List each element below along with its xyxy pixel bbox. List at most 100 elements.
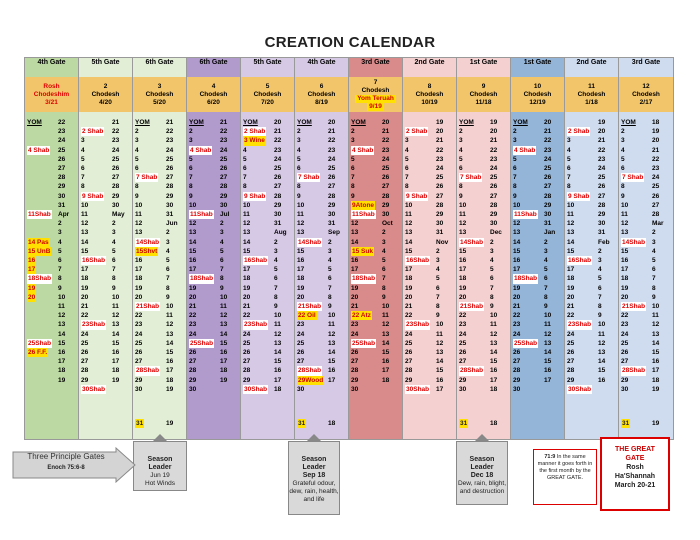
day-cell: 2 bbox=[135, 128, 139, 136]
day-cell: 18 bbox=[297, 275, 305, 283]
gregorian-cell: 8 bbox=[598, 303, 602, 310]
gregorian-cell: 15 bbox=[220, 339, 228, 347]
day-cell: 17 bbox=[513, 266, 521, 274]
gregorian-cell: 31 bbox=[166, 211, 174, 218]
month-header: 8 Chodesh 10/19 bbox=[403, 77, 456, 112]
month-header: Rosh Chodeshim 3/21 bbox=[25, 77, 78, 112]
gregorian-cell: 12 bbox=[328, 330, 336, 338]
gregorian-cell: 6 bbox=[166, 266, 170, 274]
day-cell: 17 bbox=[567, 266, 575, 274]
day-cell: 3 bbox=[621, 137, 625, 145]
gregorian-cell: 9 bbox=[490, 303, 494, 310]
day-cell: 4 bbox=[135, 146, 139, 154]
gregorian-cell: 27 bbox=[544, 183, 552, 191]
day-cell: 26 bbox=[81, 349, 89, 356]
gregorian-cell: 11 bbox=[112, 303, 119, 310]
gregorian-cell: 29 bbox=[436, 211, 444, 218]
gregorian-cell: 4 bbox=[112, 238, 116, 246]
gregorian-cell: 16 bbox=[328, 367, 336, 375]
month-header-line3: 8/19 bbox=[315, 98, 328, 106]
gregorian-cell: 7 bbox=[58, 266, 62, 274]
day-cell: 20 bbox=[405, 293, 413, 301]
day-cell: 29 bbox=[567, 376, 575, 384]
month-header-line1: 3 bbox=[157, 82, 162, 90]
day-cell: 25Shab bbox=[351, 338, 377, 348]
day-cell: 27 bbox=[405, 358, 413, 366]
gregorian-cell: 6 bbox=[382, 266, 386, 274]
gregorian-cell: 5 bbox=[490, 266, 494, 274]
gregorian-cell: 9 bbox=[652, 293, 656, 301]
gregorian-cell: 25 bbox=[490, 174, 498, 182]
gregorian-cell: 18 bbox=[652, 119, 660, 126]
gregorian-cell: 21 bbox=[220, 119, 228, 126]
gregorian-cell: 5 bbox=[274, 266, 278, 274]
gregorian-cell: 13 bbox=[598, 349, 606, 356]
month-header-line2: Chodesh bbox=[361, 86, 390, 94]
gregorian-cell: 12 bbox=[490, 330, 498, 338]
day-cell: 5 bbox=[351, 155, 355, 163]
gregorian-cell: 28 bbox=[274, 192, 282, 200]
day-cell: 23 bbox=[351, 321, 359, 329]
gregorian-cell: 15 bbox=[328, 358, 336, 366]
day-cell: 11 bbox=[405, 211, 412, 218]
gregorian-cell: 2 bbox=[490, 238, 494, 246]
day-cell: 3 bbox=[81, 137, 85, 145]
day-cell: 30Shab bbox=[81, 384, 107, 394]
arrow-title: Three Principle Gates bbox=[27, 452, 105, 461]
day-cell: 11 bbox=[243, 211, 250, 218]
day-cell: 14 bbox=[351, 238, 359, 246]
day-cell: 28 bbox=[567, 367, 575, 375]
day-cell: 9 Shab bbox=[567, 191, 591, 201]
day-cell: 12 bbox=[351, 220, 359, 228]
gregorian-cell: 31 bbox=[274, 220, 282, 228]
gregorian-cell: 8 bbox=[436, 303, 440, 310]
month-header-line2: Chodesh bbox=[577, 90, 606, 98]
gregorian-cell: 28 bbox=[382, 192, 390, 200]
day-cell: 16 bbox=[459, 257, 467, 264]
month-header-line2: Chodesh bbox=[253, 90, 282, 98]
day-cell: 9 bbox=[513, 192, 517, 200]
gregorian-cell: 19 bbox=[652, 420, 660, 427]
arrow-reference: Enoch 75:6-8 bbox=[47, 465, 85, 471]
gregorian-cell: 4 bbox=[544, 257, 548, 264]
day-cell: 27 bbox=[243, 358, 251, 366]
gregorian-cell: 23 bbox=[382, 146, 390, 154]
month-header: 6 Chodesh 8/19 bbox=[295, 77, 348, 112]
callout-pointer bbox=[306, 434, 322, 442]
gregorian-cell: 27 bbox=[166, 174, 174, 182]
gregorian-cell: 15 bbox=[166, 349, 174, 356]
gregorian-cell: 14 bbox=[220, 330, 228, 338]
day-cell: 17 bbox=[459, 266, 467, 274]
gregorian-cell: 26 bbox=[652, 192, 660, 200]
gregorian-cell: 10 bbox=[382, 303, 390, 310]
day-cell: 10 bbox=[513, 201, 521, 209]
day-cell: 4 Shab bbox=[351, 145, 375, 155]
gregorian-cell: 31 bbox=[598, 229, 606, 237]
day-31-cell: 31 bbox=[459, 419, 469, 429]
gregorian-cell: 19 bbox=[166, 385, 174, 393]
gregorian-cell: 3 bbox=[112, 229, 116, 237]
day-cell: 23 bbox=[297, 321, 305, 329]
day-cell: 10 bbox=[297, 201, 305, 209]
gregorian-cell: 6 bbox=[544, 275, 548, 283]
gregorian-cell: 9 bbox=[166, 293, 170, 301]
gregorian-cell: 14 bbox=[382, 339, 390, 347]
day-cell: 27 bbox=[297, 358, 305, 366]
gregorian-cell: 13 bbox=[544, 339, 552, 347]
gregorian-cell: 29 bbox=[598, 211, 606, 218]
day-cell: 4 bbox=[297, 146, 301, 154]
gregorian-cell: 24 bbox=[220, 146, 228, 154]
gregorian-cell: 2 bbox=[328, 238, 332, 246]
day-cell: 25 bbox=[297, 339, 305, 347]
day-cell: 24 bbox=[81, 330, 89, 338]
day-cell: 8 bbox=[513, 183, 517, 191]
day-cell: 5 bbox=[297, 155, 301, 163]
gregorian-cell: 14 bbox=[544, 349, 552, 356]
gregorian-cell: 5 bbox=[544, 266, 548, 274]
day-cell: 13 bbox=[459, 229, 467, 237]
gregorian-cell: 19 bbox=[166, 420, 174, 427]
month-header-line1: 7 bbox=[373, 78, 378, 86]
gate-label: 1st Gate bbox=[523, 59, 552, 66]
day-cell: 19 bbox=[27, 283, 37, 293]
day-cell: 13 bbox=[351, 229, 359, 237]
